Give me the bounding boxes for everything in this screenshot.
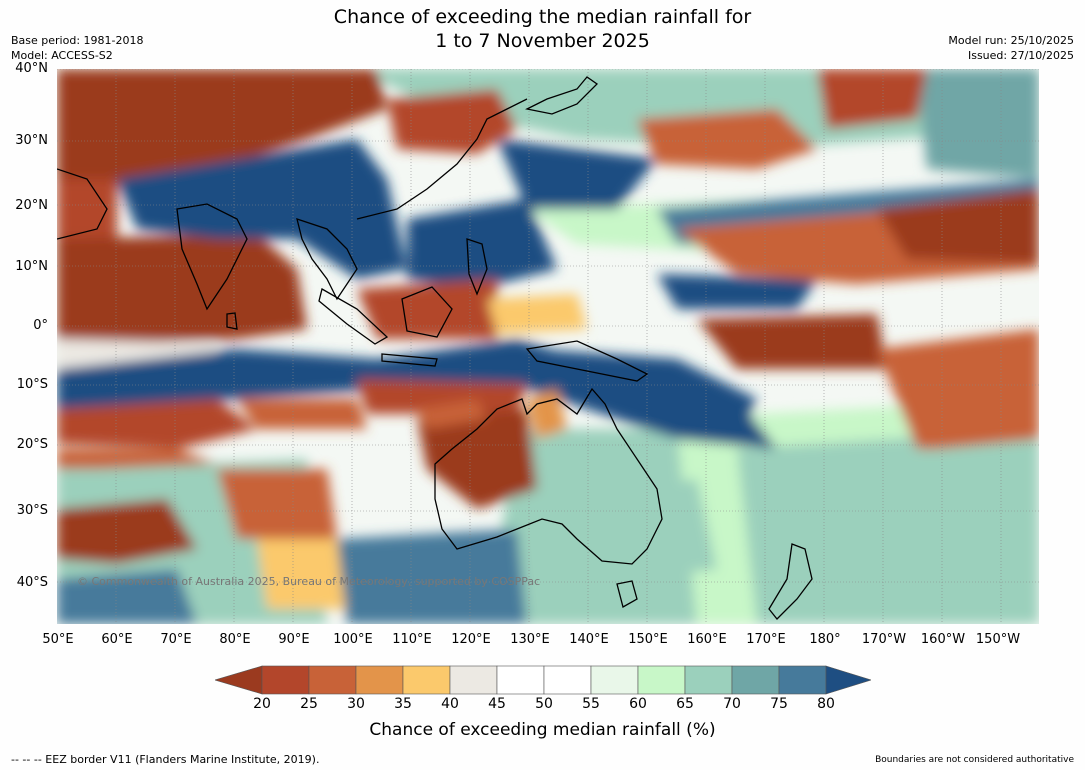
indochina-coast (296, 218, 358, 301)
colorbar-extend-low (215, 665, 263, 695)
issued-date: Issued: 27/10/2025 (967, 49, 1074, 62)
lon-label-110e: 110°E (392, 632, 432, 647)
new-guinea-coast (525, 340, 649, 382)
meta-left: Base period: 1981-2018 Model: ACCESS-S2 (11, 33, 143, 63)
colorbar-cell (778, 665, 827, 695)
lon-label-120e: 120°E (451, 632, 491, 647)
model-run: Model run: 25/10/2025 (948, 34, 1074, 47)
java-coast (381, 353, 438, 367)
philippines-coast (466, 238, 488, 296)
cb-tick-35: 35 (394, 696, 412, 712)
cb-tick-80: 80 (817, 696, 835, 712)
lat-label-30n: 30°N (15, 133, 48, 148)
map-title: Chance of exceeding the median rainfall … (0, 5, 1085, 53)
coastlines (57, 76, 813, 620)
lon-label-90e: 90°E (278, 632, 310, 647)
rainfall-map (57, 69, 1039, 624)
cb-tick-55: 55 (582, 696, 600, 712)
japan-coast (525, 76, 599, 115)
cb-tick-20: 20 (253, 696, 271, 712)
lat-label-40n: 40°N (15, 61, 48, 76)
lat-label-0: 0° (33, 318, 48, 333)
australia-coast (434, 387, 663, 565)
colorbar-cells (215, 665, 871, 695)
lon-label-80e: 80°E (219, 632, 251, 647)
colorbar-extend-high (825, 665, 871, 695)
colorbar-cell (590, 665, 639, 695)
lon-label-70e: 70°E (160, 632, 192, 647)
colorbar-cell (637, 665, 686, 695)
lat-label-20s: 20°S (16, 437, 48, 452)
lon-label-130e: 130°E (510, 632, 550, 647)
cb-tick-60: 60 (629, 696, 647, 712)
colorbar-cell (308, 665, 357, 695)
lon-label-160w: 160°W (920, 632, 966, 647)
lon-label-100e: 100°E (333, 632, 373, 647)
arabia-coast (57, 168, 108, 240)
base-period: Base period: 1981-2018 (11, 34, 144, 47)
lat-label-40s: 40°S (16, 575, 48, 590)
cb-tick-70: 70 (723, 696, 741, 712)
colorbar-cell (261, 665, 310, 695)
tasmania-coast (616, 580, 638, 608)
meta-right: Model run: 25/10/2025 Issued: 27/10/2025 (948, 33, 1074, 63)
graticule (57, 69, 1039, 624)
title-line-2: 1 to 7 November 2025 (435, 30, 650, 52)
cb-tick-40: 40 (441, 696, 459, 712)
colorbar-cell (449, 665, 498, 695)
sumatra-coast (318, 288, 389, 345)
lon-label-150e: 150°E (628, 632, 668, 647)
colorbar-cell (731, 665, 780, 695)
boundaries-disclaimer: Boundaries are not considered authoritat… (875, 755, 1074, 765)
lon-label-50e: 50°E (42, 632, 74, 647)
title-line-1: Chance of exceeding the median rainfall … (333, 6, 752, 28)
lat-label-10n: 10°N (15, 259, 48, 274)
lat-label-10s: 10°S (16, 377, 48, 392)
model-name: Model: ACCESS-S2 (11, 49, 113, 62)
lat-label-20n: 20°N (15, 198, 48, 213)
cb-tick-65: 65 (676, 696, 694, 712)
lon-label-180: 180° (809, 632, 841, 647)
india-coast (176, 203, 248, 311)
cb-tick-30: 30 (347, 696, 365, 712)
lon-label-170w: 170°W (861, 632, 907, 647)
lon-label-140e: 140°E (569, 632, 609, 647)
colorbar-cell (496, 665, 545, 695)
china-coast (356, 98, 528, 220)
rainfall-fields (57, 69, 1039, 624)
colorbar-cell (543, 665, 592, 695)
colorbar-cell (684, 665, 733, 695)
lon-label-170e: 170°E (746, 632, 786, 647)
cb-tick-50: 50 (535, 696, 553, 712)
colorbar-cell (355, 665, 404, 695)
lon-label-150w: 150°W (975, 632, 1021, 647)
lon-label-160e: 160°E (687, 632, 727, 647)
cb-tick-25: 25 (300, 696, 318, 712)
cb-tick-45: 45 (488, 696, 506, 712)
colorbar-label: Chance of exceeding median rainfall (%) (369, 720, 716, 740)
sri-lanka-coast (226, 312, 238, 330)
new-zealand-coast (768, 543, 813, 620)
colorbar-cell (402, 665, 451, 695)
eez-border-legend: -- -- -- EEZ border V11 (Flanders Marine… (11, 753, 320, 766)
lat-label-30s: 30°S (16, 503, 48, 518)
copyright-watermark: © Commonwealth of Australia 2025, Bureau… (77, 575, 541, 588)
lon-label-60e: 60°E (101, 632, 133, 647)
cb-tick-75: 75 (770, 696, 788, 712)
colorbar (215, 665, 871, 695)
borneo-coast (401, 286, 453, 338)
